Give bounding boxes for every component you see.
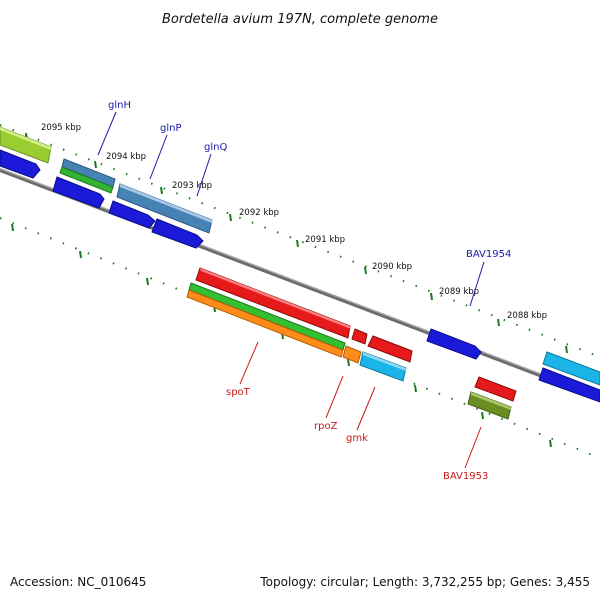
gene-arrow xyxy=(195,267,351,339)
outer-major-ticks xyxy=(25,132,568,354)
major-tick xyxy=(229,213,232,222)
gene-arrow xyxy=(538,367,600,403)
kbp-label: 2092 kbp xyxy=(239,208,279,218)
major-tick xyxy=(549,439,552,448)
genome-summary-text: Topology: circular; Length: 3,732,255 bp… xyxy=(259,575,590,589)
label-leaders xyxy=(97,111,485,469)
major-tick xyxy=(565,345,568,354)
genome-backbone xyxy=(0,168,600,400)
kbp-label: 2088 kbp xyxy=(507,311,547,321)
gene-labels: glnH glnP glnQ BAV1954 spoT rpoZ gmk BAV… xyxy=(108,100,511,482)
major-tick xyxy=(430,292,433,301)
gene-label-glnP[interactable]: glnP xyxy=(160,123,182,134)
gene-arrow xyxy=(108,200,156,229)
gene-arrow xyxy=(359,351,407,382)
kbp-label: 2090 kbp xyxy=(372,262,412,272)
major-tick xyxy=(347,358,350,367)
gene-arrow-highlight xyxy=(363,352,406,371)
leader-spoT xyxy=(239,341,259,385)
gene-arrow xyxy=(342,345,362,364)
major-tick xyxy=(296,239,299,248)
major-tick xyxy=(481,411,484,420)
major-tick xyxy=(497,318,500,327)
gene-arrow xyxy=(0,149,41,179)
gene-arrow xyxy=(151,218,204,249)
gene-arrow xyxy=(367,335,413,363)
gene-arrow xyxy=(351,328,368,345)
kbp-scale-labels: 2095 kbp 2094 kbp 2093 kbp 2092 kbp 2091… xyxy=(41,123,547,321)
leader-bav1953 xyxy=(464,426,482,469)
gene-arrow xyxy=(186,289,344,358)
leader-rpoZ xyxy=(325,375,344,419)
kbp-label: 2095 kbp xyxy=(41,123,81,133)
major-tick xyxy=(94,160,97,169)
major-tick xyxy=(79,250,82,259)
gene-arrow-highlight xyxy=(200,268,351,329)
gene-label-bav1953[interactable]: BAV1953 xyxy=(443,471,488,482)
leader-bav1954 xyxy=(469,261,485,307)
major-tick xyxy=(414,384,417,393)
gene-label-rpoZ[interactable]: rpoZ xyxy=(314,421,338,432)
kbp-label: 2094 kbp xyxy=(106,152,146,162)
gene-arrow xyxy=(0,126,52,164)
leader-glnH xyxy=(97,111,117,156)
kbp-label: 2089 kbp xyxy=(439,287,479,297)
major-tick xyxy=(364,266,367,275)
major-tick xyxy=(146,277,149,286)
leader-glnP xyxy=(149,134,168,180)
gene-arrow-highlight xyxy=(120,184,212,223)
gene-arrow xyxy=(59,166,114,194)
major-tick xyxy=(160,186,163,195)
gene-label-gmk[interactable]: gmk xyxy=(346,433,368,444)
major-tick xyxy=(11,223,14,232)
gene-arrow xyxy=(52,176,105,209)
leader-gmk xyxy=(356,386,376,431)
leader-glnQ xyxy=(196,153,212,197)
gene-arrow xyxy=(542,351,600,386)
gene-arrow xyxy=(474,376,517,402)
kbp-label: 2091 kbp xyxy=(305,235,345,245)
gene-arrow xyxy=(426,328,482,360)
gene-label-glnH[interactable]: glnH xyxy=(108,100,131,111)
accession-text: Accession: NC_010645 xyxy=(10,575,146,589)
gene-label-glnQ[interactable]: glnQ xyxy=(204,142,227,153)
gene-arrow-highlight xyxy=(0,127,51,150)
gene-arrows xyxy=(0,126,600,420)
kbp-label: 2093 kbp xyxy=(172,181,212,191)
outer-tick-row-minor xyxy=(0,124,600,358)
gene-label-spoT[interactable]: spoT xyxy=(226,387,251,398)
gene-arrow-highlight xyxy=(471,392,511,410)
gene-label-bav1954[interactable]: BAV1954 xyxy=(466,249,511,260)
map-title: Bordetella avium 197N, complete genome xyxy=(162,12,438,27)
